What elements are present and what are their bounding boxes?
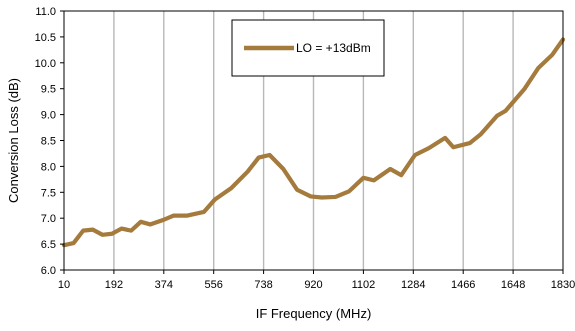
x-tick-label-1102: 1102 — [352, 279, 376, 291]
x-tick-label-192: 192 — [105, 279, 123, 291]
legend: LO = +13dBm — [232, 20, 384, 76]
y-tick-label-10.5: 10.5 — [35, 32, 56, 44]
y-tick-label-8.0: 8.0 — [41, 161, 56, 173]
legend-label: LO = +13dBm — [296, 41, 371, 55]
y-tick-label-11.0: 11.0 — [35, 6, 56, 18]
y-tick-label-9.5: 9.5 — [41, 84, 56, 96]
x-tick-label-1648: 1648 — [501, 279, 525, 291]
x-tick-label-1284: 1284 — [401, 279, 425, 291]
y-tick-label-7.0: 7.0 — [41, 213, 56, 225]
y-axis-title: Conversion Loss (dB) — [6, 78, 21, 203]
y-tick-label-8.5: 8.5 — [41, 136, 56, 148]
x-tick-label-920: 920 — [304, 279, 322, 291]
x-tick-label-374: 374 — [155, 279, 173, 291]
y-tick-label-6.0: 6.0 — [41, 265, 56, 277]
y-tick-label-7.5: 7.5 — [41, 187, 56, 199]
x-tick-label-738: 738 — [254, 279, 272, 291]
x-axis-title: IF Frequency (MHz) — [256, 306, 372, 321]
y-tick-label-10.0: 10.0 — [35, 58, 56, 70]
x-tick-label-1830: 1830 — [551, 279, 575, 291]
x-tick-label-1466: 1466 — [451, 279, 475, 291]
y-tick-label-9.0: 9.0 — [41, 110, 56, 122]
x-tick-labels: 10 192 374 556 738 920 1102 1284 1466 1648 1830 — [58, 270, 575, 291]
x-tick-label-10: 10 — [58, 279, 70, 291]
x-tick-label-556: 556 — [205, 279, 223, 291]
y-tick-labels: 6.0 6.5 7.0 7.5 8.0 8.5 9.0 9.5 10.0 10.5 11.0 — [35, 6, 64, 277]
y-tick-label-6.5: 6.5 — [41, 239, 56, 251]
